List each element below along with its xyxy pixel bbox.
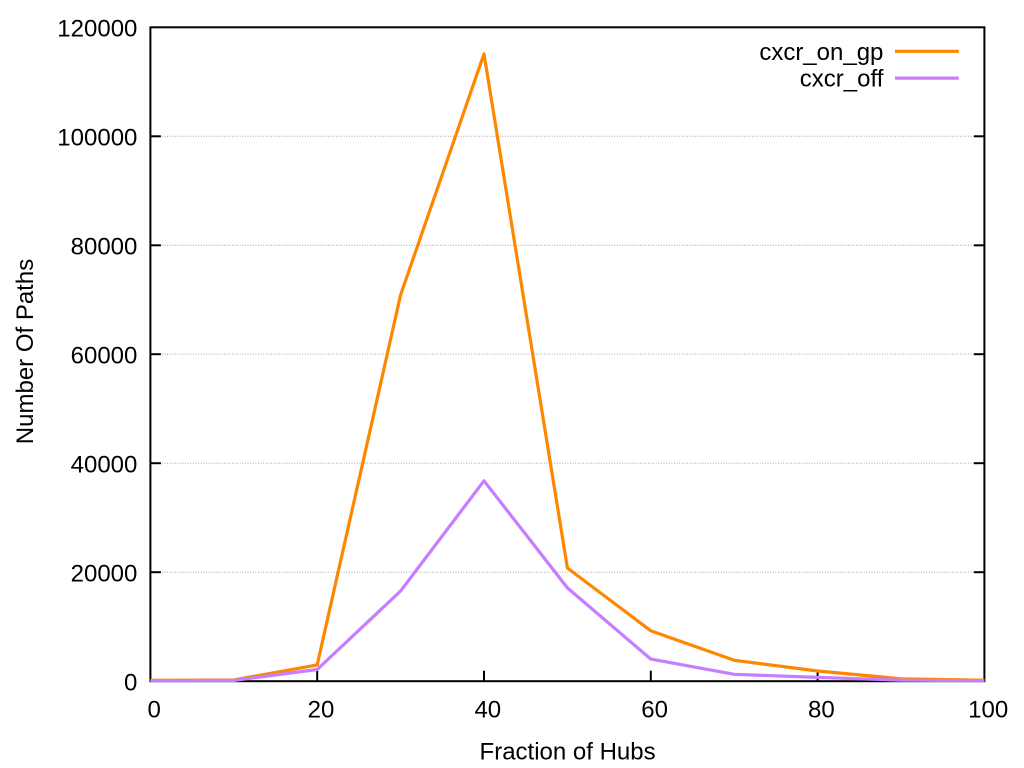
svg-text:100: 100	[968, 697, 1008, 724]
svg-text:60: 60	[641, 697, 668, 724]
svg-text:0: 0	[148, 697, 161, 724]
svg-text:40: 40	[474, 697, 501, 724]
svg-text:0: 0	[124, 670, 137, 697]
svg-text:40000: 40000	[71, 452, 138, 479]
svg-text:20: 20	[308, 697, 335, 724]
svg-text:Fraction of Hubs: Fraction of Hubs	[480, 738, 656, 765]
svg-text:80000: 80000	[71, 234, 138, 261]
svg-text:60000: 60000	[71, 343, 138, 370]
svg-text:20000: 20000	[71, 561, 138, 588]
svg-text:Number Of Paths: Number Of Paths	[12, 259, 39, 444]
svg-text:cxcr_on_gp: cxcr_on_gp	[759, 39, 883, 66]
svg-text:120000: 120000	[57, 16, 137, 43]
svg-text:80: 80	[808, 697, 835, 724]
svg-text:cxcr_off: cxcr_off	[800, 66, 884, 93]
svg-text:100000: 100000	[57, 125, 137, 152]
